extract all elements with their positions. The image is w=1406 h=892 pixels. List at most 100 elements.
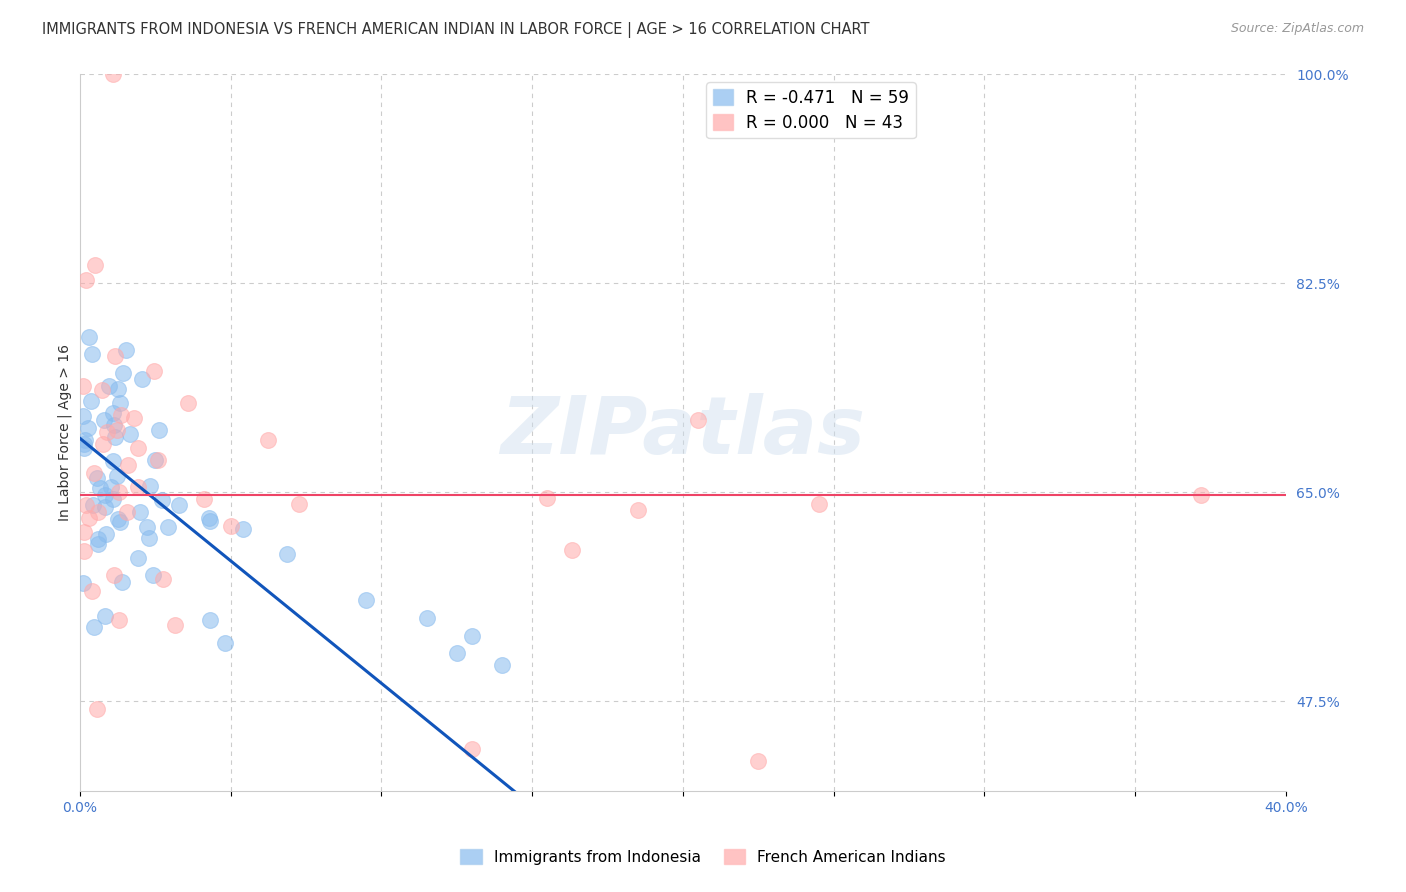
Y-axis label: In Labor Force | Age > 16: In Labor Force | Age > 16 <box>58 344 72 521</box>
Point <box>112 366 135 380</box>
Text: IMMIGRANTS FROM INDONESIA VS FRENCH AMERICAN INDIAN IN LABOR FORCE | AGE > 16 CO: IMMIGRANTS FROM INDONESIA VS FRENCH AMER… <box>42 22 870 38</box>
Point <box>75 434 97 448</box>
Legend: R = -0.471   N = 59, R = 0.000   N = 43: R = -0.471 N = 59, R = 0.000 N = 43 <box>706 82 915 138</box>
Point <box>747 754 769 768</box>
Point <box>118 427 141 442</box>
Point <box>446 647 468 661</box>
Point <box>103 454 125 468</box>
Point <box>148 423 170 437</box>
Point <box>107 512 129 526</box>
Point <box>82 347 104 361</box>
Point <box>627 503 650 517</box>
Point <box>96 425 118 439</box>
Point <box>73 437 96 451</box>
Text: ZIPatlas: ZIPatlas <box>501 393 866 472</box>
Point <box>198 514 221 528</box>
Point <box>461 628 484 642</box>
Point <box>110 516 132 530</box>
Point <box>127 551 149 566</box>
Point <box>117 458 139 473</box>
Point <box>1189 487 1212 501</box>
Point <box>104 430 127 444</box>
Point <box>115 505 138 519</box>
Point <box>157 520 180 534</box>
Point <box>103 568 125 582</box>
Point <box>150 493 173 508</box>
Point <box>108 485 131 500</box>
Point <box>138 532 160 546</box>
Point <box>103 417 125 432</box>
Point <box>214 636 236 650</box>
Point <box>72 379 94 393</box>
Point <box>73 544 96 558</box>
Point <box>146 452 169 467</box>
Point <box>104 350 127 364</box>
Point <box>77 330 100 344</box>
Point <box>165 617 187 632</box>
Point <box>136 520 159 534</box>
Point <box>142 568 165 582</box>
Point <box>491 658 513 673</box>
Legend: Immigrants from Indonesia, French American Indians: Immigrants from Indonesia, French Americ… <box>454 843 952 871</box>
Point <box>101 406 124 420</box>
Point <box>129 505 152 519</box>
Point <box>276 547 298 561</box>
Point <box>122 411 145 425</box>
Point <box>107 382 129 396</box>
Point <box>75 273 97 287</box>
Point <box>77 511 100 525</box>
Point <box>167 499 190 513</box>
Point <box>82 499 104 513</box>
Point <box>72 409 94 423</box>
Point <box>177 395 200 409</box>
Point <box>105 423 128 437</box>
Point <box>131 372 153 386</box>
Point <box>143 452 166 467</box>
Point <box>83 466 105 480</box>
Point <box>115 343 138 357</box>
Point <box>97 379 120 393</box>
Point <box>152 572 174 586</box>
Point <box>93 413 115 427</box>
Point <box>75 498 97 512</box>
Point <box>84 258 107 272</box>
Point <box>105 468 128 483</box>
Point <box>197 511 219 525</box>
Point <box>73 441 96 455</box>
Point <box>90 383 112 397</box>
Point <box>111 574 134 589</box>
Point <box>87 532 110 546</box>
Point <box>87 505 110 519</box>
Point <box>86 537 108 551</box>
Point <box>415 610 437 624</box>
Point <box>221 519 243 533</box>
Point <box>89 482 111 496</box>
Point <box>686 413 709 427</box>
Point <box>100 479 122 493</box>
Point <box>356 592 378 607</box>
Point <box>83 620 105 634</box>
Point <box>127 480 149 494</box>
Point <box>193 492 215 507</box>
Point <box>86 702 108 716</box>
Point <box>101 491 124 506</box>
Point <box>76 421 98 435</box>
Point <box>94 526 117 541</box>
Point <box>80 394 103 409</box>
Point <box>93 487 115 501</box>
Point <box>72 525 94 540</box>
Point <box>807 497 830 511</box>
Point <box>72 576 94 591</box>
Point <box>94 609 117 624</box>
Point <box>257 434 280 448</box>
Point <box>200 613 222 627</box>
Point <box>110 395 132 409</box>
Point <box>461 742 484 756</box>
Point <box>536 491 558 505</box>
Point <box>94 500 117 515</box>
Point <box>101 67 124 81</box>
Point <box>232 522 254 536</box>
Text: Source: ZipAtlas.com: Source: ZipAtlas.com <box>1230 22 1364 36</box>
Point <box>108 613 131 627</box>
Point <box>127 441 149 455</box>
